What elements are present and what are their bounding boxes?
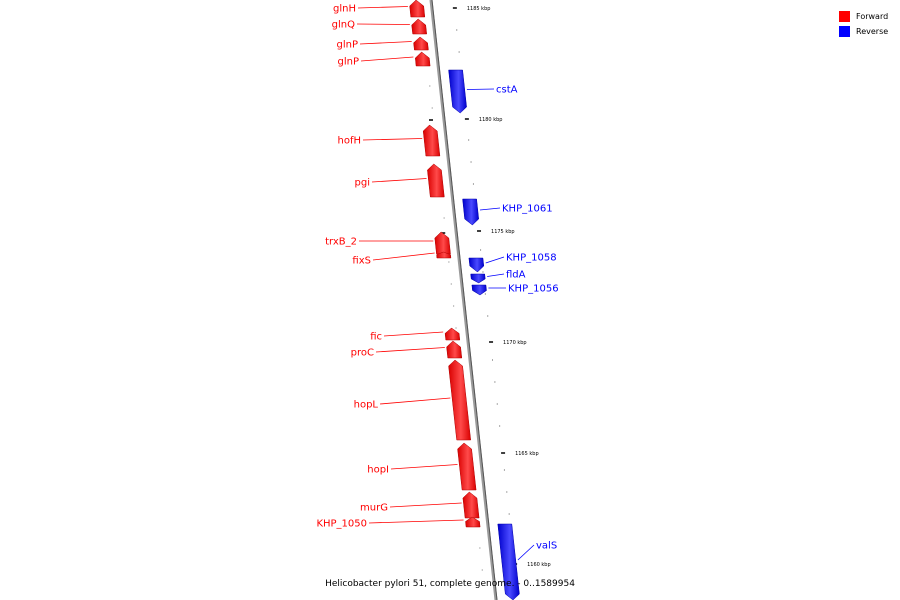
gene-arrow: [427, 163, 445, 198]
gene-label-line: [389, 502, 462, 508]
gene-arrow: [409, 0, 426, 18]
gene-arrow: [444, 327, 461, 341]
gene-label: trxB_2: [325, 237, 357, 248]
gene-label: cstA: [496, 85, 518, 96]
scale-label: 1175 kbp: [491, 229, 515, 235]
legend-item-reverse: Reverse: [839, 24, 888, 39]
gene-arrow: [415, 51, 431, 67]
gene-label: glnH: [333, 4, 356, 15]
gene-label: hopI: [367, 465, 389, 476]
gene-label-line: [517, 544, 535, 561]
scale-label: 1180 kbp: [479, 117, 503, 123]
gene-label-line: [356, 23, 410, 25]
gene-arrow: [457, 442, 477, 491]
gene-label-line: [360, 56, 414, 62]
gene-label: fic: [370, 332, 382, 343]
gene-label: KHP_1050: [316, 519, 367, 530]
gene-arrow: [471, 284, 487, 296]
gene-label-line: [390, 464, 458, 470]
gene-label-line: [371, 178, 427, 183]
gene-label: glnP: [338, 57, 360, 68]
legend-reverse-label: Reverse: [856, 27, 889, 36]
gene-label-line: [479, 207, 501, 211]
backbone-shadow: [429, 0, 498, 600]
backbone-line: [431, 0, 498, 600]
scale-label: 1165 kbp: [515, 451, 539, 457]
gene-label: pgi: [355, 178, 370, 189]
gene-label-line: [383, 331, 444, 337]
gene-label: fixS: [352, 256, 371, 267]
gene-arrow: [465, 516, 481, 528]
gene-arrow: [462, 198, 479, 226]
gene-label: KHP_1058: [506, 253, 557, 264]
gene-arrow: [434, 231, 451, 255]
gene-label-line: [357, 6, 408, 9]
gene-label-line: [362, 138, 423, 141]
gene-arrow: [436, 251, 452, 259]
gene-label: valS: [536, 541, 557, 552]
gene-arrow: [468, 257, 485, 273]
gene-label: KHP_1061: [502, 204, 553, 215]
gene-arrow: [497, 523, 520, 600]
gene-label-line: [487, 273, 505, 277]
forward-swatch: [839, 11, 850, 22]
gene-label: hopL: [354, 400, 379, 411]
legend-forward-label: Forward: [856, 12, 889, 21]
gene-label-line: [359, 41, 412, 45]
gene-label-line: [372, 252, 435, 261]
gene-label-line: [485, 256, 505, 264]
scale-label: 1170 kbp: [503, 340, 527, 346]
genome-caption: Helicobacter pylori 51, complete genome.…: [325, 579, 575, 589]
gene-label-line: [379, 397, 451, 405]
gene-label-line: [375, 347, 445, 353]
gene-label: glnQ: [332, 20, 355, 31]
gene-label-line: [466, 88, 495, 90]
gene-label-line: [368, 519, 464, 524]
scale-label: 1160 kbp: [527, 562, 551, 568]
gene-label: fldA: [506, 270, 526, 281]
gene-label: glnP: [337, 40, 359, 51]
scale-label: 1185 kbp: [467, 6, 491, 12]
legend-item-forward: Forward: [839, 9, 888, 24]
gene-arrow: [448, 69, 467, 114]
gene-label: KHP_1056: [508, 284, 559, 295]
gene-label: proC: [351, 348, 374, 359]
gene-label: murG: [360, 503, 388, 514]
gene-arrow: [446, 340, 463, 359]
gene-arrow: [462, 491, 480, 519]
gene-label: hofH: [338, 136, 362, 147]
gene-arrow: [413, 36, 429, 51]
gene-arrow: [448, 359, 471, 441]
gene-arrow: [411, 18, 427, 35]
gene-arrow: [470, 273, 486, 284]
reverse-swatch: [839, 26, 850, 37]
legend: Forward Reverse: [839, 9, 888, 39]
gene-arrow: [422, 124, 441, 157]
